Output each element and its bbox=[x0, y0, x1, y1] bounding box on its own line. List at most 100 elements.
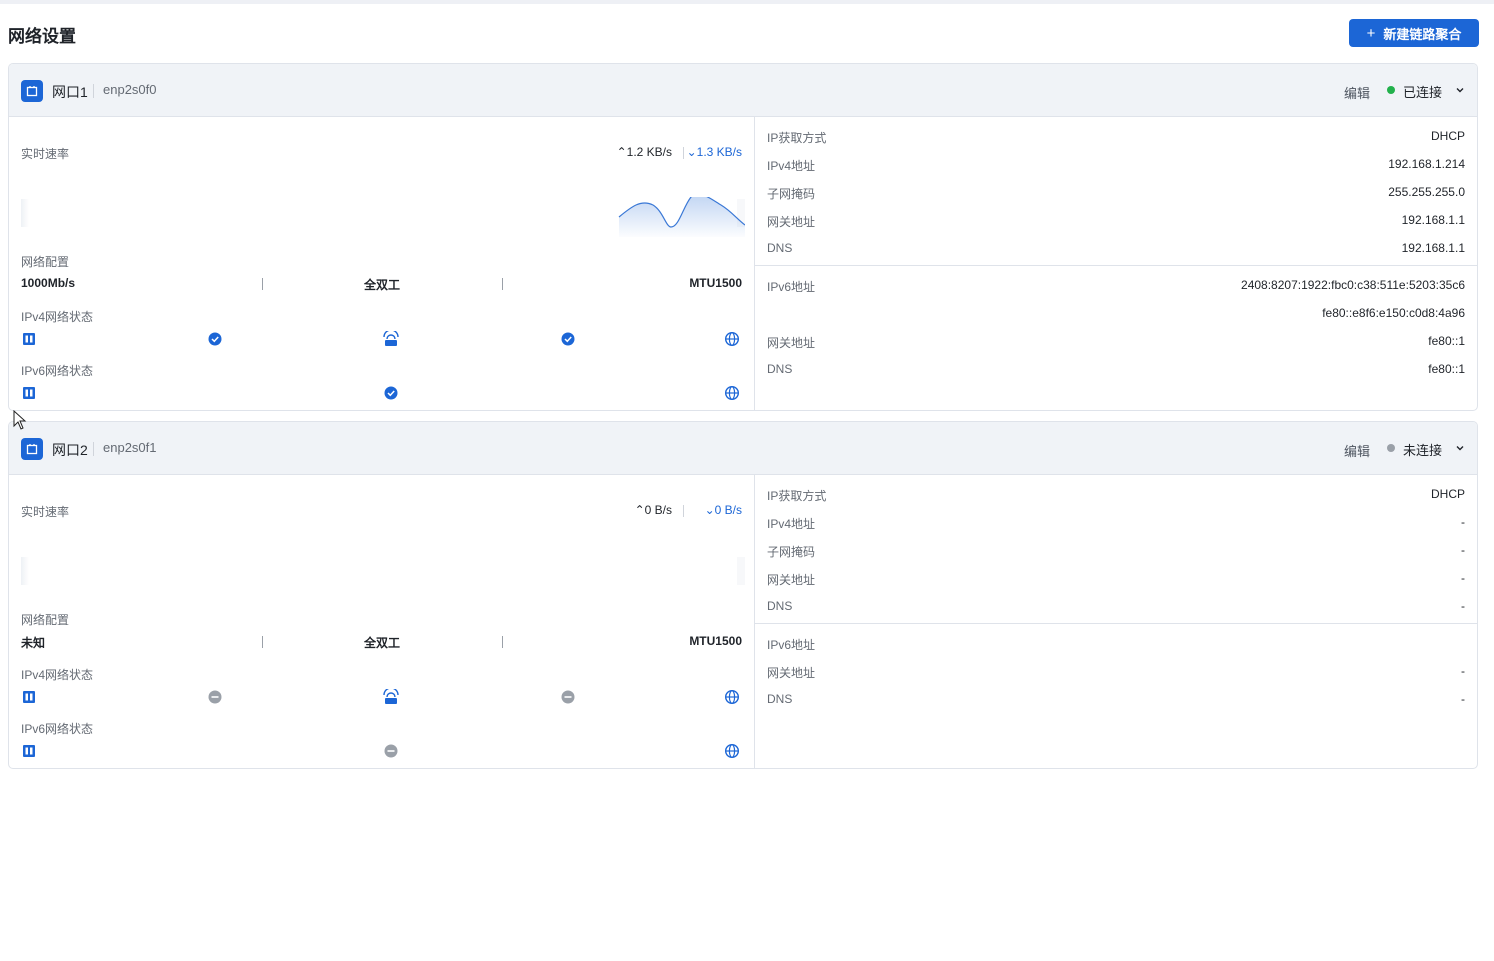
minus-icon bbox=[561, 690, 575, 704]
ipv6-info-label: 网关地址 bbox=[767, 666, 816, 680]
realtime-speed-chart bbox=[21, 197, 745, 237]
network-config-label: 网络配置 bbox=[21, 613, 70, 627]
new-link-aggregation-label: 新建链路聚合 bbox=[1383, 26, 1462, 42]
port-name: 网口2 bbox=[52, 442, 88, 458]
ipv6-info-label: IPv6地址 bbox=[767, 280, 816, 294]
ipv6-info-label: IPv6地址 bbox=[767, 638, 816, 652]
download-speed: ⌄1.3 KB/s bbox=[686, 145, 742, 159]
router-icon bbox=[383, 689, 399, 704]
ipv6-status-label: IPv6网络状态 bbox=[21, 722, 94, 736]
ipv4-info-label: 子网掩码 bbox=[767, 545, 816, 559]
ipv6-info-label: 网关地址 bbox=[767, 336, 816, 350]
config-divider bbox=[502, 278, 503, 290]
ipv4-info-value: 192.168.1.1 bbox=[1401, 213, 1465, 227]
realtime-speed-label: 实时速率 bbox=[21, 147, 70, 161]
globe-icon bbox=[725, 331, 740, 347]
ipv4-info-label: 网关地址 bbox=[767, 573, 816, 587]
globe-icon bbox=[725, 385, 740, 401]
mouse-cursor-icon bbox=[13, 410, 27, 430]
ipv6-status-flow bbox=[23, 385, 740, 401]
port-device-name: enp2s0f0 bbox=[103, 82, 157, 97]
speed-divider bbox=[683, 505, 684, 517]
ip-info-pane: IP获取方式 DHCP IPv4地址 - 子网掩码 - 网关地址 - DNS - IPv6地址 网关地… bbox=[755, 475, 1477, 768]
status-dot bbox=[1387, 86, 1395, 94]
top-divider bbox=[0, 0, 1494, 4]
chart-fade-right bbox=[737, 557, 745, 585]
port-name: 网口1 bbox=[52, 84, 88, 100]
ipv4-info-label: IP获取方式 bbox=[767, 131, 827, 145]
ipv6-status-flow bbox=[23, 743, 740, 759]
ipv4-status-flow bbox=[23, 331, 740, 347]
mtu-value: MTU1500 bbox=[689, 634, 742, 648]
ipv4-info-value: - bbox=[1461, 571, 1465, 585]
chart-fade-right bbox=[737, 199, 745, 227]
ipv4-info-label: IPv4地址 bbox=[767, 159, 816, 173]
ipv4-info-value: - bbox=[1461, 599, 1465, 613]
port-icon bbox=[21, 80, 43, 102]
ipv4-info-value: 192.168.1.214 bbox=[1388, 157, 1465, 171]
config-divider bbox=[262, 278, 263, 290]
port-stats-pane: 实时速率 ⌃1.2 KB/s ⌄1.3 KB/s 网络配置 1000Mb/s 全双工 MTU… bbox=[9, 117, 755, 410]
check-icon bbox=[561, 332, 575, 346]
ipv4-info-label: 网关地址 bbox=[767, 215, 816, 229]
ipv4-status-flow bbox=[23, 689, 740, 705]
speed-area bbox=[619, 197, 745, 237]
arrow-up-icon: ⌃ bbox=[616, 145, 627, 159]
ip-section-divider bbox=[755, 623, 1477, 624]
ipv4-info-value: DHCP bbox=[1430, 129, 1465, 143]
port-card-header: 网口2 enp2s0f1 编辑 未连接 bbox=[9, 422, 1477, 475]
chart-fade-left bbox=[21, 557, 29, 585]
ipv6-info-label: DNS bbox=[767, 362, 793, 376]
link-speed: 1000Mb/s bbox=[21, 276, 76, 290]
upload-speed: ⌃0 B/s bbox=[634, 503, 672, 517]
ipv6-info-label: DNS bbox=[767, 692, 793, 706]
duplex-mode: 全双工 bbox=[364, 278, 401, 292]
ip-section-divider bbox=[755, 265, 1477, 266]
header-divider bbox=[93, 442, 94, 456]
edit-button[interactable]: 编辑 bbox=[1344, 86, 1371, 101]
connection-status[interactable]: 未连接 bbox=[1403, 443, 1443, 458]
speed-divider bbox=[683, 147, 684, 159]
ipv6-info-value: 2408:8207:1922:fbc0:c38:511e:5203:35c6 bbox=[1241, 278, 1465, 292]
device-icon bbox=[23, 745, 35, 757]
port-stats-pane: 实时速率 ⌃0 B/s ⌄0 B/s 网络配置 未知 全双工 MTU1500 IPv4网络状态… bbox=[9, 475, 755, 768]
upload-speed: ⌃1.2 KB/s bbox=[616, 145, 672, 159]
ip-info-pane: IP获取方式 DHCP IPv4地址 192.168.1.214 子网掩码 255.255… bbox=[755, 117, 1477, 410]
download-speed: ⌄0 B/s bbox=[704, 503, 742, 517]
ipv4-info-label: 子网掩码 bbox=[767, 187, 816, 201]
arrow-up-icon: ⌃ bbox=[634, 503, 645, 517]
check-icon bbox=[384, 386, 398, 400]
config-divider bbox=[262, 636, 263, 648]
port-icon bbox=[21, 438, 43, 460]
chevron-down-icon[interactable] bbox=[1455, 85, 1465, 95]
arrow-down-icon: ⌄ bbox=[704, 503, 715, 517]
port-device-name: enp2s0f1 bbox=[103, 440, 157, 455]
ipv4-info-label: DNS bbox=[767, 241, 793, 255]
ipv4-info-value: DHCP bbox=[1430, 487, 1465, 501]
chevron-down-icon[interactable] bbox=[1455, 443, 1465, 453]
minus-icon bbox=[384, 744, 398, 758]
header-divider bbox=[93, 84, 94, 98]
connection-status[interactable]: 已连接 bbox=[1403, 85, 1443, 100]
ipv6-info-value: fe80::1 bbox=[1428, 334, 1465, 348]
config-divider bbox=[502, 636, 503, 648]
arrow-down-icon: ⌄ bbox=[686, 145, 697, 159]
ipv4-info-value: 255.255.255.0 bbox=[1388, 185, 1465, 199]
realtime-speed-chart bbox=[21, 557, 745, 585]
new-link-aggregation-button[interactable]: + 新建链路聚合 bbox=[1349, 19, 1479, 47]
speed-line bbox=[618, 197, 745, 228]
page-title: 网络设置 bbox=[8, 27, 76, 46]
ipv4-info-label: IP获取方式 bbox=[767, 489, 827, 503]
port-card-header: 网口1 enp2s0f0 编辑 已连接 bbox=[9, 64, 1477, 117]
network-config-label: 网络配置 bbox=[21, 255, 70, 269]
globe-icon bbox=[725, 743, 740, 759]
port-card: 网口1 enp2s0f0 编辑 已连接实时速率 ⌃1.2 KB/s ⌄1.3 KB/s 网络… bbox=[8, 63, 1478, 411]
status-dot bbox=[1387, 444, 1395, 452]
minus-icon bbox=[208, 690, 222, 704]
ipv4-info-label: DNS bbox=[767, 599, 793, 613]
edit-button[interactable]: 编辑 bbox=[1344, 444, 1371, 459]
duplex-mode: 全双工 bbox=[364, 636, 401, 650]
ipv4-info-value: - bbox=[1461, 543, 1465, 557]
device-icon bbox=[23, 387, 35, 399]
ipv4-status-label: IPv4网络状态 bbox=[21, 668, 94, 682]
